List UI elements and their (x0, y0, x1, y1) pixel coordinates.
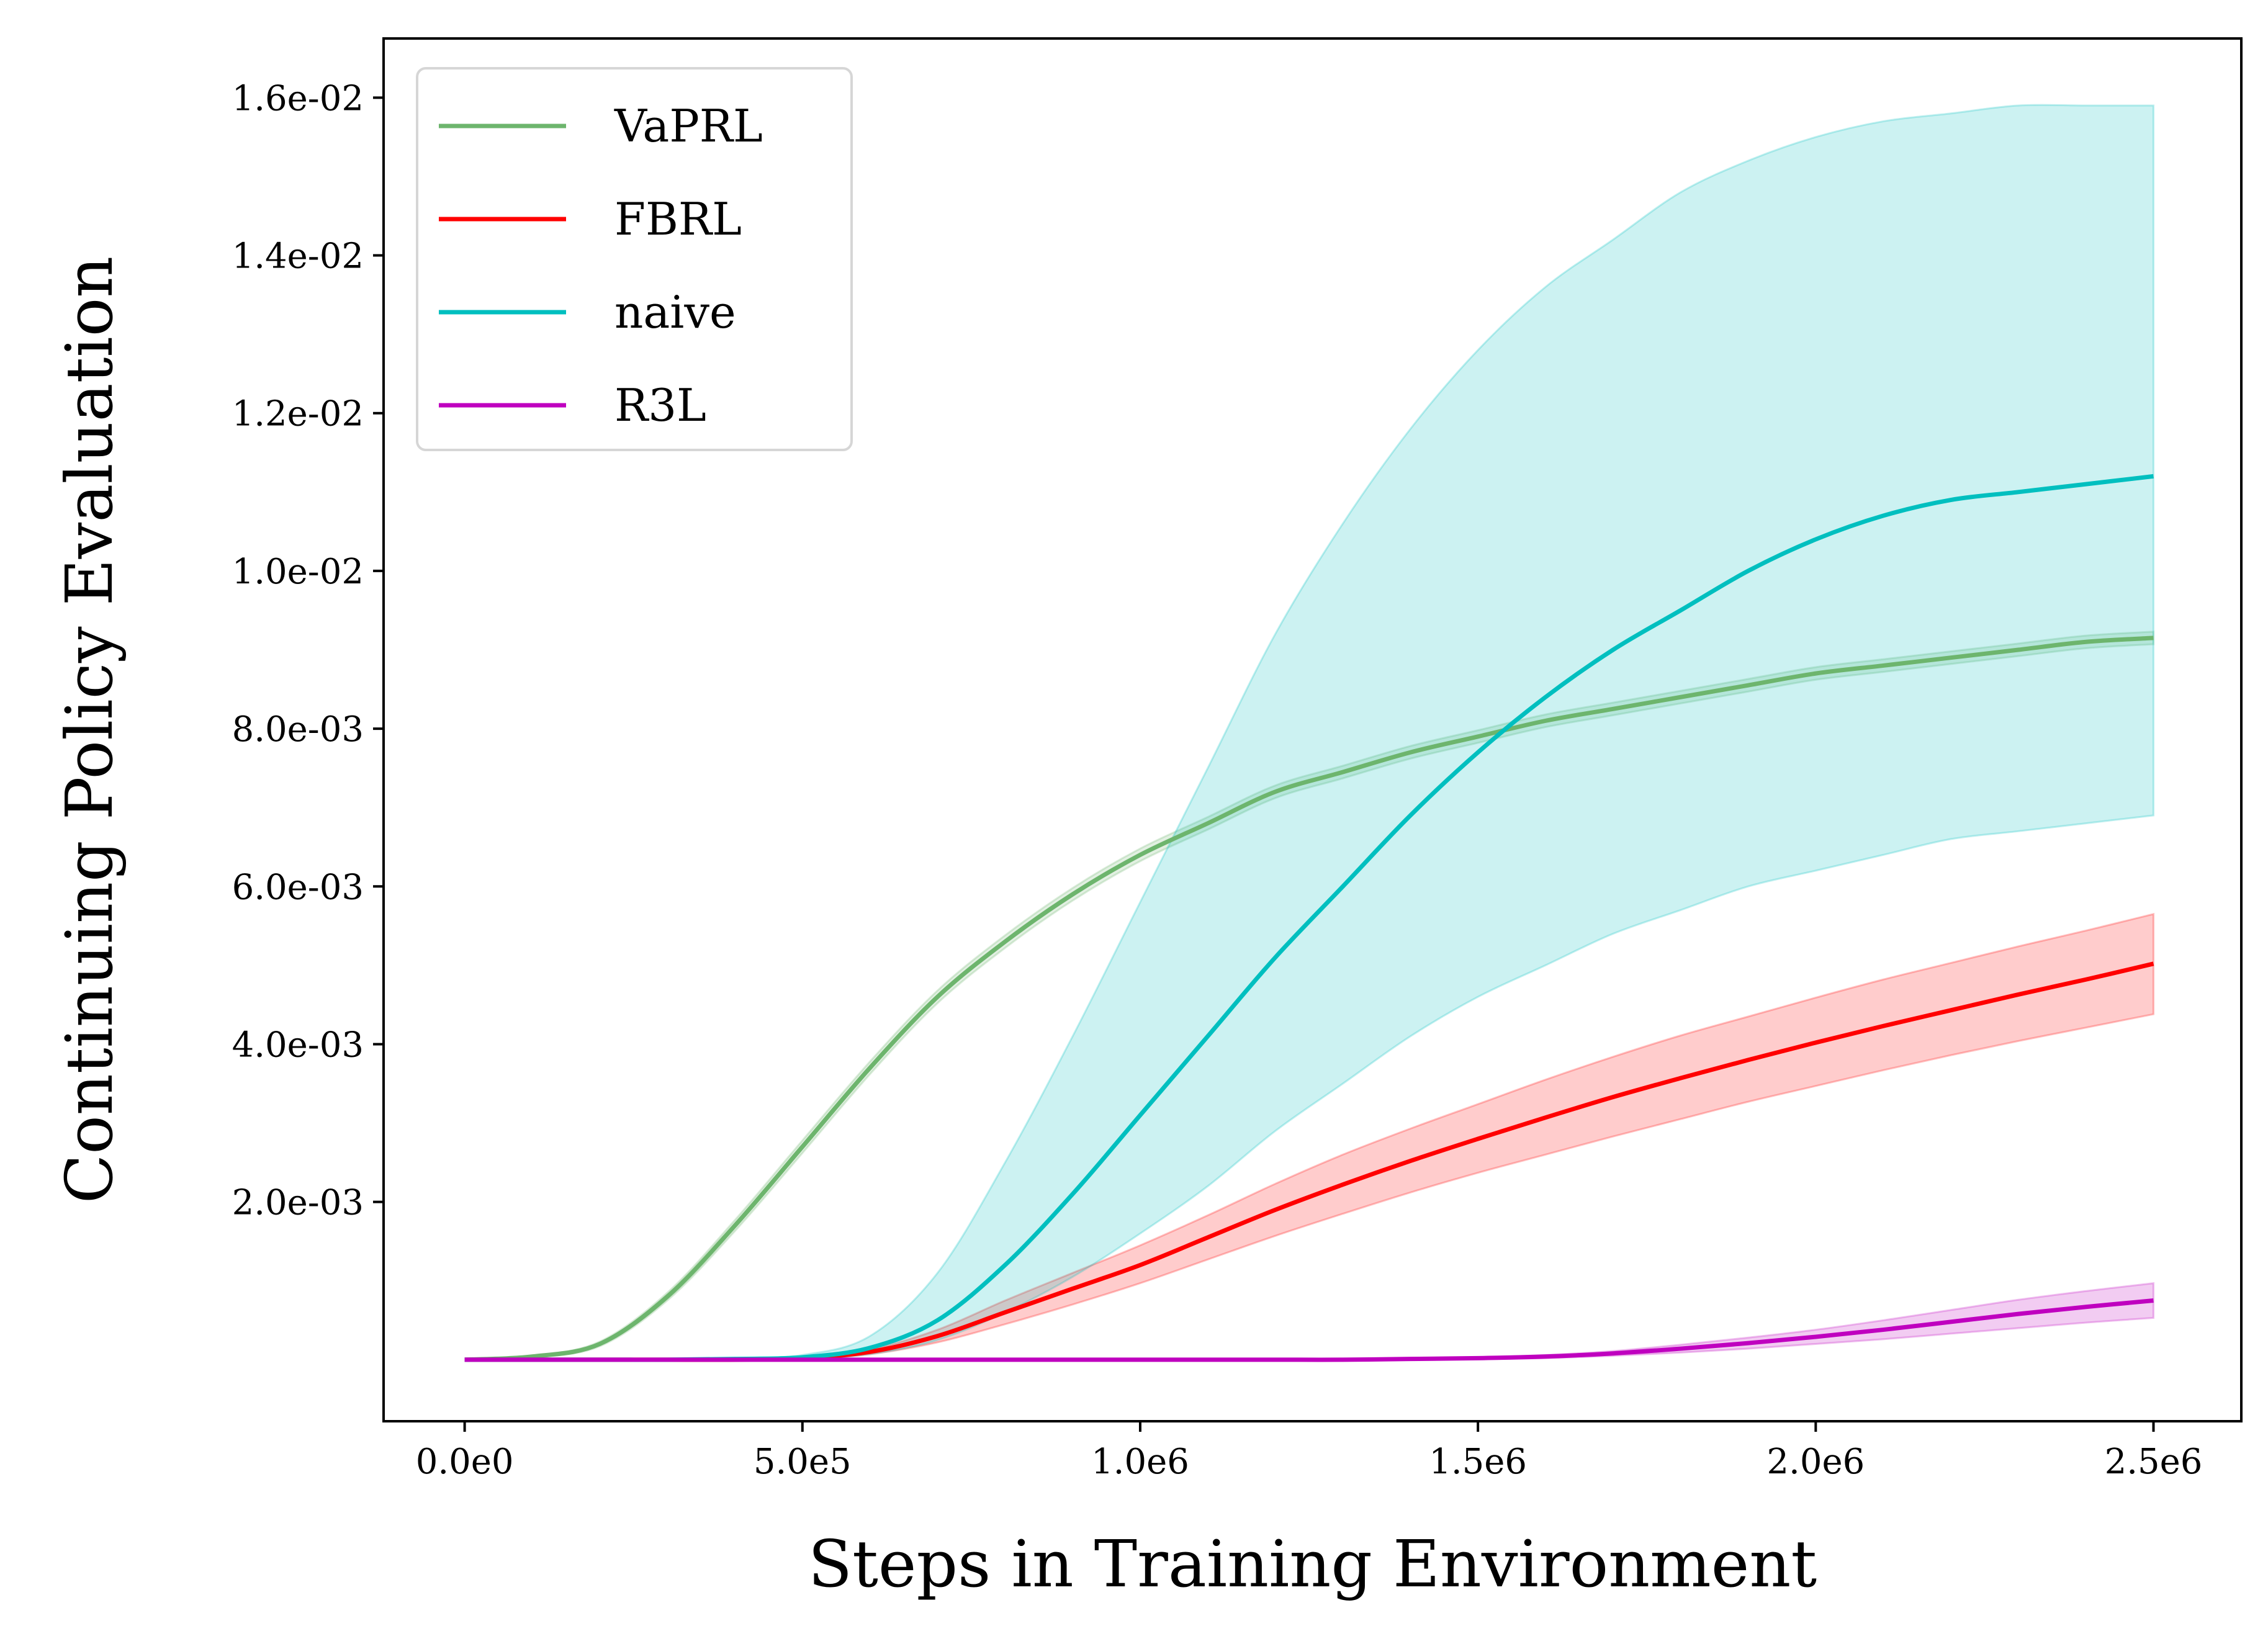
x-axis: 0.0e0 5.0e5 1.0e6 1.5e6 2.0e6 2.5e6 (416, 1421, 2203, 1482)
line-vaprl (464, 636, 2154, 1362)
line-r3l (464, 1298, 2154, 1362)
x-tick-label: 2.0e6 (1766, 1442, 1865, 1482)
legend-label-naive: naive (614, 286, 736, 338)
legend-label-fbrl: FBRL (614, 193, 742, 245)
x-tick-label: 1.5e6 (1429, 1442, 1527, 1482)
y-tick-label: 2.0e-03 (232, 1183, 364, 1223)
y-tick-label: 6.0e-03 (232, 867, 364, 907)
y-tick-label: 1.6e-02 (232, 78, 364, 119)
x-tick-label: 1.0e6 (1091, 1442, 1189, 1482)
x-tick-label: 2.5e6 (2105, 1442, 2203, 1482)
x-tick-label: 0.0e0 (416, 1442, 514, 1482)
x-tick-label: 5.0e5 (754, 1442, 852, 1482)
y-axis: 2.0e-03 4.0e-03 6.0e-03 8.0e-03 1.0e-02 1.2e-… (232, 78, 384, 1223)
y-tick-label: 4.0e-03 (232, 1025, 364, 1065)
y-tick-label: 1.4e-02 (232, 236, 364, 277)
y-tick-label: 8.0e-03 (232, 709, 364, 750)
legend: VaPRL FBRL naive R3L (416, 67, 853, 451)
series-lines (464, 474, 2154, 1362)
x-axis-title: Steps in Training Environment (808, 1526, 1817, 1602)
band-naive (464, 104, 2155, 1361)
legend-box (416, 67, 853, 451)
y-axis-title: Continuing Policy Evaluation (52, 256, 127, 1204)
y-tick-label: 1.0e-02 (232, 552, 364, 592)
legend-label-r3l: R3L (614, 379, 706, 431)
y-tick-label: 1.2e-02 (232, 394, 364, 434)
legend-label-vaprl: VaPRL (614, 100, 763, 152)
